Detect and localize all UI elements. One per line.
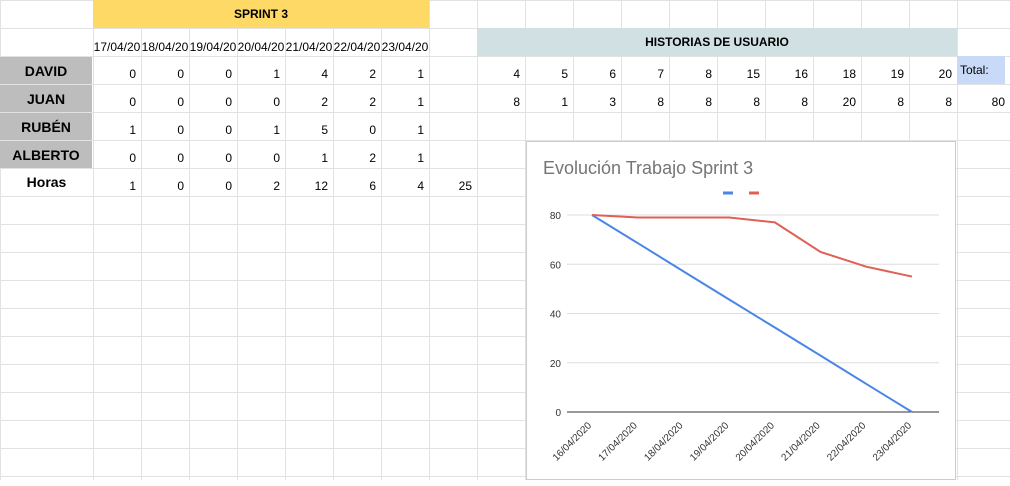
story-cell[interactable]: 20 — [938, 67, 952, 81]
hours-cell[interactable]: 0 — [129, 95, 136, 109]
story-cell[interactable]: 8 — [705, 95, 712, 109]
hours-cell[interactable]: 0 — [225, 123, 232, 137]
series-line-1 — [591, 214, 913, 278]
story-cell[interactable]: 8 — [657, 95, 664, 109]
hours-cell[interactable]: 0 — [225, 95, 232, 109]
hours-cell[interactable]: 0 — [225, 151, 232, 165]
y-tick-label: 20 — [550, 359, 562, 370]
date-header[interactable]: 18/04/20 — [141, 40, 189, 54]
member-name[interactable]: ALBERTO — [0, 141, 93, 168]
story-cell[interactable]: 8 — [705, 67, 712, 81]
total-value[interactable]: 80 — [991, 95, 1005, 109]
x-tick-label: 18/04/2020 — [642, 420, 685, 463]
hours-cell[interactable]: 1 — [129, 123, 136, 137]
total-label[interactable]: Total: — [957, 56, 1005, 84]
chart-container[interactable]: Evolución Trabajo Sprint 3 0 20 40 60 80 16/04… — [526, 141, 956, 480]
story-cell[interactable]: 8 — [801, 95, 808, 109]
story-cell[interactable]: 20 — [842, 95, 856, 109]
x-tick-label: 23/04/2020 — [871, 420, 914, 463]
story-cell[interactable]: 19 — [890, 67, 904, 81]
story-cell[interactable]: 8 — [897, 95, 904, 109]
member-name[interactable]: RUBÉN — [0, 113, 93, 140]
story-cell[interactable]: 7 — [657, 67, 664, 81]
story-cell[interactable]: 18 — [842, 67, 856, 81]
hours-cell[interactable]: 0 — [177, 67, 184, 81]
story-cell[interactable]: 8 — [753, 95, 760, 109]
story-cell[interactable]: 6 — [609, 67, 616, 81]
date-header[interactable]: 20/04/20 — [237, 40, 285, 54]
sprint-title[interactable]: SPRINT 3 — [93, 0, 429, 28]
x-tick-label: 22/04/2020 — [825, 420, 868, 463]
hours-cell[interactable]: 2 — [369, 67, 376, 81]
hours-cell[interactable]: 1 — [273, 123, 280, 137]
hours-total-cell[interactable]: 2 — [273, 179, 280, 193]
hours-cell[interactable]: 0 — [177, 95, 184, 109]
hours-cell[interactable]: 0 — [273, 151, 280, 165]
story-cell[interactable]: 15 — [746, 67, 760, 81]
stories-title[interactable]: HISTORIAS DE USUARIO — [477, 28, 957, 56]
y-tick-label: 0 — [555, 408, 561, 419]
hours-total-cell[interactable]: 4 — [417, 179, 424, 193]
hours-cell[interactable]: 0 — [273, 95, 280, 109]
hours-cell[interactable]: 0 — [129, 67, 136, 81]
hours-total-cell[interactable]: 6 — [369, 179, 376, 193]
hours-cell[interactable]: 1 — [417, 151, 424, 165]
hours-label[interactable]: Horas — [26, 174, 67, 190]
story-cell[interactable]: 4 — [513, 67, 520, 81]
story-cell[interactable]: 5 — [561, 67, 568, 81]
date-header[interactable]: 22/04/20 — [333, 40, 381, 54]
story-cell[interactable]: 8 — [945, 95, 952, 109]
story-cell[interactable]: 16 — [794, 67, 808, 81]
line-chart: Evolución Trabajo Sprint 3 0 20 40 60 80 16/04… — [543, 158, 939, 464]
date-header[interactable]: 19/04/20 — [189, 40, 237, 54]
hours-sum[interactable]: 25 — [458, 179, 472, 193]
hours-cell[interactable]: 2 — [321, 95, 328, 109]
member-name[interactable]: JUAN — [0, 85, 93, 112]
y-tick-label: 60 — [550, 260, 562, 271]
hours-cell[interactable]: 0 — [225, 67, 232, 81]
hours-cell[interactable]: 2 — [369, 151, 376, 165]
x-tick-label: 21/04/2020 — [780, 420, 823, 463]
story-cell[interactable]: 8 — [513, 95, 520, 109]
hours-cell[interactable]: 0 — [177, 151, 184, 165]
hours-cell[interactable]: 0 — [129, 151, 136, 165]
x-tick-label: 19/04/2020 — [688, 420, 731, 463]
x-tick-label: 16/04/2020 — [551, 420, 594, 463]
hours-cell[interactable]: 0 — [177, 123, 184, 137]
date-header[interactable]: 23/04/20 — [381, 40, 429, 54]
hours-cell[interactable]: 5 — [321, 123, 328, 137]
hours-total-cell[interactable]: 1 — [129, 179, 136, 193]
date-header[interactable]: 17/04/20 — [93, 40, 141, 54]
chart-title: Evolución Trabajo Sprint 3 — [543, 158, 753, 178]
hours-total-cell[interactable]: 0 — [177, 179, 184, 193]
story-cell[interactable]: 1 — [561, 95, 568, 109]
story-cell[interactable]: 3 — [609, 95, 616, 109]
hours-cell[interactable]: 1 — [417, 67, 424, 81]
member-name[interactable]: DAVID — [0, 57, 93, 84]
hours-cell[interactable]: 4 — [321, 67, 328, 81]
series-line-0 — [591, 214, 913, 413]
hours-cell[interactable]: 1 — [417, 95, 424, 109]
x-tick-label: 20/04/2020 — [734, 420, 777, 463]
hours-cell[interactable]: 1 — [417, 123, 424, 137]
y-tick-label: 40 — [550, 310, 562, 321]
x-tick-label: 17/04/2020 — [597, 420, 640, 463]
hours-cell[interactable]: 1 — [273, 67, 280, 81]
hours-cell[interactable]: 1 — [321, 151, 328, 165]
hours-cell[interactable]: 2 — [369, 95, 376, 109]
hours-total-cell[interactable]: 0 — [225, 179, 232, 193]
y-tick-label: 80 — [550, 211, 562, 222]
hours-total-cell[interactable]: 12 — [314, 179, 328, 193]
hours-cell[interactable]: 0 — [369, 123, 376, 137]
date-header[interactable]: 21/04/20 — [285, 40, 333, 54]
